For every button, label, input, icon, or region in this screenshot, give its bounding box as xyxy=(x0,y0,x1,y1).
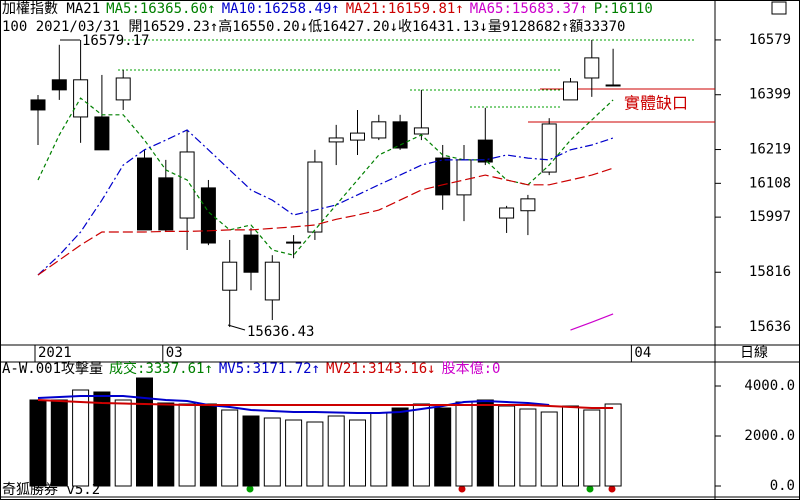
y-tick-label: 4000.0 xyxy=(744,378,795,394)
volume-bar xyxy=(72,389,90,487)
header-item: 成交:3337.61↑ xyxy=(109,361,213,377)
header-item: MA10:16258.49↑ xyxy=(221,1,340,17)
volume-bar xyxy=(29,399,47,487)
candle-body xyxy=(51,79,67,91)
candle-body xyxy=(584,57,600,79)
header-row: 加權指數 MA21 MA5:16365.60↑ MA10:16258.49↑ MA21… xyxy=(2,1,714,17)
candle-body xyxy=(392,121,408,149)
volume-bar xyxy=(327,415,345,487)
volume-bar xyxy=(455,401,473,487)
volume-bar xyxy=(370,412,388,487)
annotation: 15636.43 xyxy=(247,324,314,340)
candle-body xyxy=(243,234,259,273)
candle-body xyxy=(371,121,387,139)
ma-line xyxy=(37,167,614,276)
header-item: MA21:16159.81↑ xyxy=(345,1,464,17)
x-tick-label: 03 xyxy=(166,345,183,361)
ma-line xyxy=(37,97,614,256)
candle-body xyxy=(328,137,344,143)
period-label: 日線 xyxy=(740,345,768,361)
volume-bar xyxy=(263,417,281,487)
dot xyxy=(246,485,254,493)
candle-body xyxy=(200,187,216,244)
window-icon[interactable] xyxy=(771,1,787,15)
volume-bar xyxy=(519,408,537,487)
volume-bar xyxy=(476,399,494,487)
volume-bar xyxy=(540,411,558,487)
candle-body xyxy=(30,99,46,111)
header-item: A-W.001攻擊量 xyxy=(2,361,104,377)
y-tick-label: 15997 xyxy=(749,209,791,225)
candle-body xyxy=(137,157,152,231)
y-tick-label: 2000.0 xyxy=(744,428,795,444)
volume-bar xyxy=(178,403,196,487)
header-item: 加權指數 MA21 xyxy=(2,1,101,17)
y-tick-label: 15636 xyxy=(749,319,791,335)
volume-bar xyxy=(306,421,324,487)
volume-bar xyxy=(349,419,366,487)
volume-bar xyxy=(562,405,579,487)
y-tick-label: 16399 xyxy=(749,87,791,103)
candle-body xyxy=(605,84,621,87)
volume-bar xyxy=(434,407,452,487)
y-tick-label: 0.0 xyxy=(770,478,795,494)
annotation: 16579.17 xyxy=(82,33,149,49)
dot xyxy=(458,485,466,493)
annotation: 實體缺口 xyxy=(624,94,688,113)
volume-bar xyxy=(50,399,68,487)
y-tick-label: 15816 xyxy=(749,264,791,280)
volume-bar xyxy=(136,377,153,487)
volume-bar xyxy=(498,405,516,487)
dot xyxy=(586,485,594,493)
volume-bar xyxy=(604,403,622,487)
volume-bar xyxy=(412,403,430,487)
y-tick-label: 16219 xyxy=(749,142,791,158)
header-item: 100 2021/03/31 開16529.23↑高16550.20↓低1642… xyxy=(2,19,626,35)
header-item: MV5:3171.72↑ xyxy=(218,361,321,377)
candle-body xyxy=(413,127,429,135)
header-item: 股本億:0 xyxy=(441,361,501,377)
volume-bar xyxy=(285,419,303,487)
ma-line xyxy=(570,313,614,331)
volume-bar xyxy=(199,403,217,487)
x-tick-label: 2021 xyxy=(38,345,72,361)
candle-body xyxy=(307,161,323,233)
candle-body xyxy=(222,261,238,291)
candle-body xyxy=(264,261,280,301)
volume-bar xyxy=(221,409,239,487)
y-tick-label: 16579 xyxy=(749,32,791,48)
candle-body xyxy=(286,241,302,244)
candle-body xyxy=(350,132,365,141)
volume-bar xyxy=(391,407,409,487)
y-tick-label: 16108 xyxy=(749,175,791,191)
volume-bar xyxy=(157,402,175,487)
candle-body xyxy=(94,116,110,151)
candle-body xyxy=(499,207,515,219)
x-tick-label: 04 xyxy=(634,345,651,361)
header-item: MA5:16365.60↑ xyxy=(106,1,216,17)
dot xyxy=(608,485,616,493)
volume-bar xyxy=(114,399,132,487)
candle-body xyxy=(456,159,472,196)
volume-bar xyxy=(93,391,111,487)
volume-bar xyxy=(583,409,601,487)
header-item: P:16110 xyxy=(593,1,653,17)
annotation-leader xyxy=(227,324,246,331)
candle-body xyxy=(158,177,174,231)
candle-body xyxy=(435,157,451,196)
candle-body xyxy=(563,81,578,101)
ma-line xyxy=(37,395,550,414)
candle-body xyxy=(520,198,536,212)
header-item: MA65:15683.37↑ xyxy=(469,1,588,17)
header-row: 100 2021/03/31 開16529.23↑高16550.20↓低1642… xyxy=(2,19,714,35)
ma-line xyxy=(37,399,614,409)
candle-body xyxy=(477,139,493,163)
candle-body xyxy=(115,77,131,101)
volume-bar xyxy=(242,415,260,487)
candle-body xyxy=(179,151,195,219)
volume-header: A-W.001攻擊量 成交:3337.61↑ MV5:3171.72↑ MV21:31… xyxy=(2,361,714,377)
header-item: MV21:3143.16↓ xyxy=(326,361,436,377)
